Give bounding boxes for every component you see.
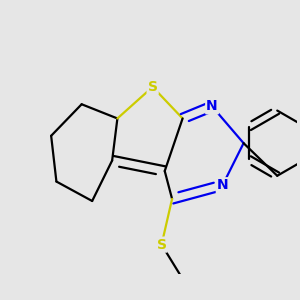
Text: S: S: [157, 238, 166, 252]
Text: S: S: [148, 80, 158, 94]
Text: N: N: [206, 99, 218, 113]
Text: N: N: [217, 178, 228, 192]
